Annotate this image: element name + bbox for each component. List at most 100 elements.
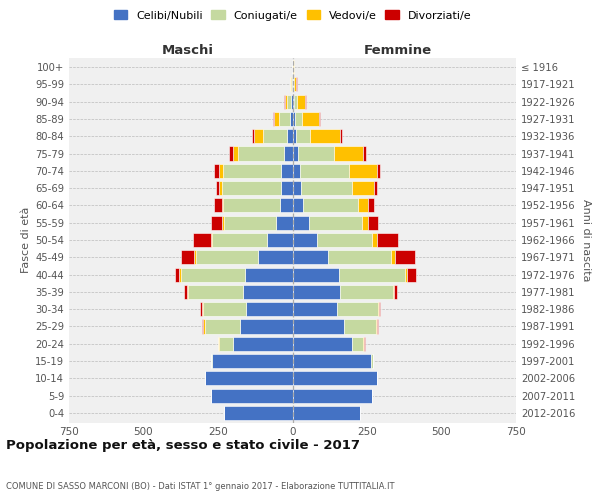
Bar: [349, 164, 377, 178]
Bar: [202, 320, 203, 334]
Bar: [328, 250, 391, 264]
Bar: [368, 198, 374, 212]
Bar: [378, 302, 379, 316]
Bar: [293, 250, 328, 264]
Bar: [293, 77, 294, 92]
Bar: [285, 94, 287, 108]
Bar: [317, 233, 372, 247]
Text: Maschi: Maschi: [161, 44, 214, 57]
Text: COMUNE DI SASSO MARCONI (BO) - Dati ISTAT 1° gennaio 2017 - Elaborazione TUTTITA: COMUNE DI SASSO MARCONI (BO) - Dati ISTA…: [6, 482, 395, 491]
Bar: [362, 216, 368, 230]
Bar: [205, 372, 293, 386]
Bar: [293, 285, 340, 299]
Bar: [223, 216, 224, 230]
Bar: [293, 302, 337, 316]
Bar: [220, 336, 233, 351]
Bar: [395, 250, 415, 264]
Bar: [296, 129, 310, 144]
Bar: [310, 129, 340, 144]
Bar: [300, 164, 349, 178]
Bar: [291, 94, 293, 108]
Bar: [368, 216, 378, 230]
Bar: [181, 268, 245, 281]
Bar: [222, 198, 223, 212]
Bar: [334, 146, 363, 160]
Bar: [407, 268, 416, 281]
Bar: [233, 336, 293, 351]
Bar: [294, 94, 297, 108]
Bar: [187, 285, 188, 299]
Bar: [379, 302, 380, 316]
Bar: [293, 233, 317, 247]
Bar: [179, 268, 181, 281]
Bar: [303, 198, 358, 212]
Bar: [309, 216, 362, 230]
Bar: [252, 129, 254, 144]
Bar: [377, 320, 379, 334]
Bar: [267, 233, 293, 247]
Bar: [405, 268, 407, 281]
Bar: [287, 129, 293, 144]
Text: Femmine: Femmine: [364, 44, 431, 57]
Bar: [241, 320, 293, 334]
Bar: [245, 268, 293, 281]
Bar: [338, 268, 405, 281]
Bar: [223, 198, 280, 212]
Bar: [205, 320, 241, 334]
Bar: [363, 146, 367, 160]
Bar: [196, 250, 258, 264]
Bar: [279, 112, 290, 126]
Bar: [391, 250, 395, 264]
Bar: [214, 198, 222, 212]
Bar: [293, 129, 296, 144]
Bar: [337, 302, 378, 316]
Bar: [193, 233, 211, 247]
Bar: [202, 302, 203, 316]
Bar: [224, 406, 293, 420]
Bar: [274, 112, 279, 126]
Bar: [181, 250, 194, 264]
Bar: [295, 112, 302, 126]
Bar: [203, 320, 205, 334]
Bar: [294, 77, 296, 92]
Bar: [293, 354, 371, 368]
Bar: [203, 302, 247, 316]
Bar: [188, 285, 244, 299]
Bar: [377, 233, 398, 247]
Bar: [194, 250, 196, 264]
Bar: [319, 112, 320, 126]
Bar: [223, 164, 281, 178]
Bar: [214, 164, 218, 178]
Bar: [218, 336, 220, 351]
Bar: [301, 181, 352, 195]
Bar: [340, 285, 392, 299]
Bar: [293, 336, 352, 351]
Bar: [224, 216, 276, 230]
Legend: Celibi/Nubili, Coniugati/e, Vedovi/e, Divorziati/e: Celibi/Nubili, Coniugati/e, Vedovi/e, Di…: [113, 10, 472, 20]
Bar: [340, 129, 342, 144]
Bar: [284, 146, 293, 160]
Bar: [293, 216, 309, 230]
Bar: [293, 94, 294, 108]
Bar: [212, 233, 267, 247]
Text: Popolazione per età, sesso e stato civile - 2017: Popolazione per età, sesso e stato civil…: [6, 440, 360, 452]
Bar: [293, 388, 373, 403]
Bar: [394, 285, 397, 299]
Bar: [254, 129, 263, 144]
Bar: [377, 164, 380, 178]
Bar: [280, 198, 293, 212]
Bar: [352, 336, 364, 351]
Bar: [276, 216, 293, 230]
Bar: [374, 181, 377, 195]
Bar: [291, 77, 292, 92]
Bar: [376, 320, 377, 334]
Bar: [290, 112, 293, 126]
Bar: [200, 302, 202, 316]
Bar: [258, 250, 293, 264]
Bar: [392, 285, 394, 299]
Bar: [297, 94, 305, 108]
Bar: [358, 198, 368, 212]
Bar: [211, 233, 212, 247]
Bar: [223, 181, 281, 195]
Bar: [298, 146, 334, 160]
